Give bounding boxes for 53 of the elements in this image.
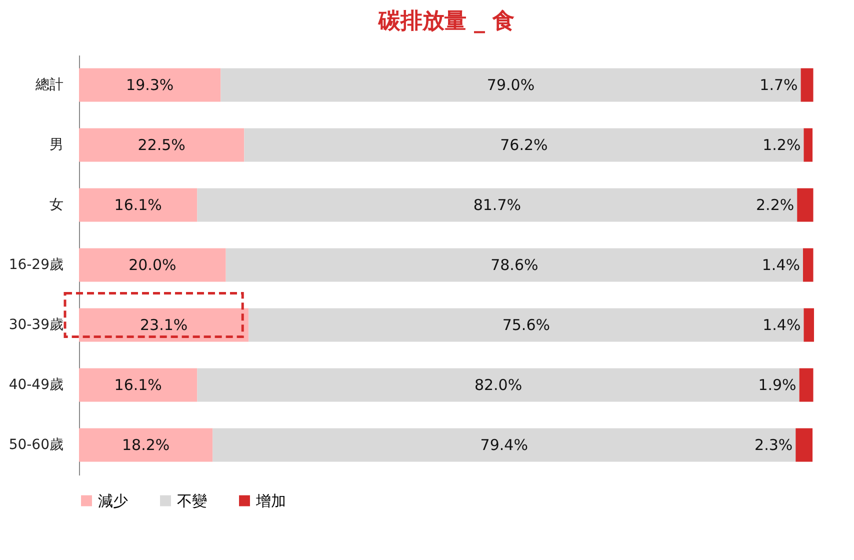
- bar: [212, 428, 796, 462]
- y-tick-label: 16-29歲: [8, 257, 64, 273]
- bar: [79, 428, 213, 462]
- data-label: 16.1%: [114, 376, 162, 394]
- data-label: 16.1%: [114, 196, 162, 214]
- data-label: 79.4%: [480, 436, 528, 454]
- legend-label: 不變: [177, 492, 207, 510]
- bar: [800, 68, 814, 102]
- bar: [79, 368, 198, 402]
- y-tick-label: 總計: [34, 77, 64, 93]
- data-label: 76.2%: [500, 136, 548, 154]
- bar: [802, 248, 814, 282]
- y-tick-label: 40-49歲: [8, 377, 64, 393]
- bar: [79, 68, 221, 102]
- bar: [79, 248, 226, 282]
- data-label: 2.3%: [754, 436, 793, 454]
- bar: [248, 308, 804, 342]
- legend-label: 減少: [98, 492, 128, 510]
- data-label: 75.6%: [502, 316, 550, 334]
- data-label: 79.0%: [486, 76, 535, 94]
- data-label: 23.1%: [140, 316, 188, 334]
- bar: [197, 188, 798, 222]
- bar: [220, 68, 801, 102]
- bar: [804, 128, 813, 162]
- bar: [804, 308, 814, 342]
- y-tick-label: 30-39歲: [8, 317, 64, 333]
- data-label: 19.3%: [126, 76, 174, 94]
- bar: [226, 248, 803, 282]
- data-label: 2.2%: [756, 196, 794, 214]
- bar: [197, 368, 800, 402]
- data-label: 22.5%: [138, 136, 186, 154]
- data-label: 1.4%: [762, 256, 800, 274]
- data-label: 82.0%: [474, 376, 522, 394]
- legend-label: 增加: [255, 492, 286, 510]
- bar: [79, 308, 249, 342]
- data-label: 78.6%: [490, 256, 538, 274]
- data-label: 1.9%: [758, 376, 796, 394]
- data-label: 1.7%: [760, 76, 798, 94]
- y-tick-label: 50-60歲: [8, 437, 64, 453]
- y-tick-label: 女: [50, 197, 64, 213]
- bar: [796, 428, 813, 462]
- data-label: 1.2%: [762, 136, 801, 154]
- bar: [799, 368, 814, 402]
- data-label: 1.4%: [762, 316, 801, 334]
- bar: [797, 188, 814, 222]
- bar: [79, 128, 244, 162]
- bar: [79, 188, 198, 222]
- y-tick-label: 男: [50, 137, 64, 153]
- data-label: 18.2%: [122, 436, 170, 454]
- data-label: 20.0%: [128, 256, 176, 274]
- data-label: 81.7%: [473, 196, 521, 214]
- bar: [244, 128, 804, 162]
- chart-title: 碳排放量 _ 食: [377, 9, 515, 34]
